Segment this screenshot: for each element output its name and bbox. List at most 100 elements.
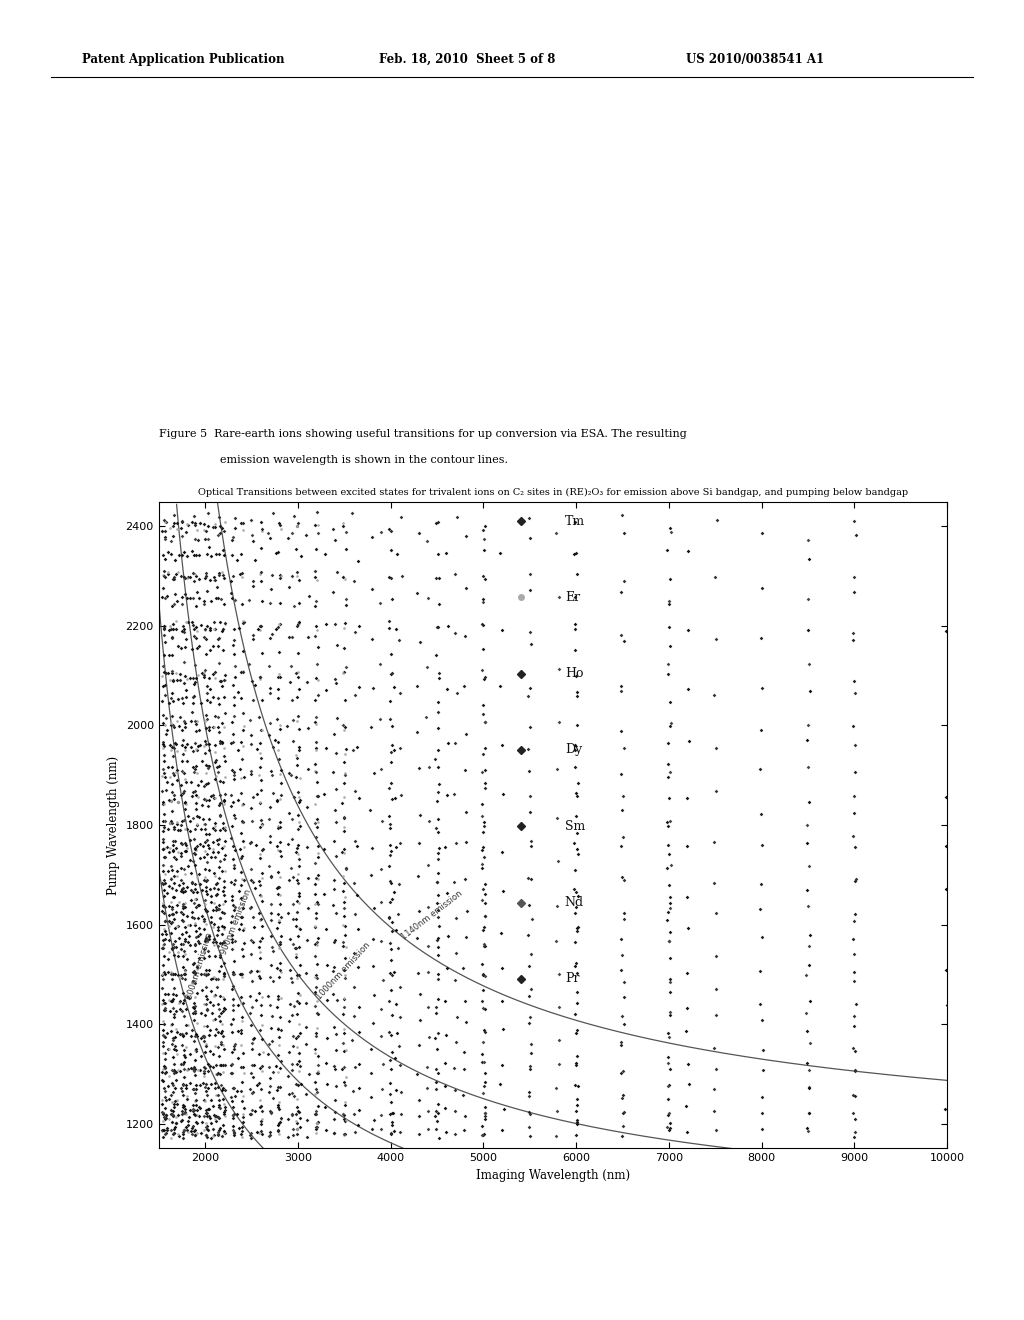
Point bbox=[168, 762, 184, 783]
Point bbox=[162, 1001, 178, 1022]
Point bbox=[285, 894, 301, 915]
Point bbox=[253, 1113, 269, 1134]
Point bbox=[157, 873, 173, 894]
Point bbox=[223, 978, 240, 999]
Point bbox=[254, 689, 270, 710]
Point bbox=[261, 832, 278, 853]
Point bbox=[569, 714, 586, 735]
Point bbox=[203, 886, 219, 907]
Point bbox=[291, 883, 307, 904]
Point bbox=[234, 1043, 251, 1064]
Point bbox=[474, 762, 490, 783]
Point bbox=[437, 990, 454, 1011]
Point bbox=[233, 810, 250, 832]
Point bbox=[262, 1076, 279, 1097]
Point bbox=[262, 593, 279, 614]
Point bbox=[207, 668, 223, 689]
Point bbox=[291, 737, 307, 758]
Point bbox=[242, 961, 258, 982]
Point bbox=[164, 800, 180, 821]
Point bbox=[263, 1101, 280, 1122]
Point bbox=[197, 1031, 213, 1052]
Point bbox=[180, 1114, 197, 1135]
Point bbox=[800, 714, 816, 735]
Point bbox=[158, 1122, 174, 1143]
Point bbox=[410, 866, 426, 887]
Point bbox=[210, 795, 226, 816]
Point bbox=[215, 791, 231, 812]
Point bbox=[178, 1074, 195, 1096]
Point bbox=[173, 870, 189, 891]
Point bbox=[168, 663, 184, 684]
Point bbox=[350, 1053, 367, 1074]
Point bbox=[187, 874, 204, 895]
Point bbox=[243, 763, 259, 784]
Point bbox=[430, 968, 446, 989]
Point bbox=[191, 719, 208, 741]
Point bbox=[938, 879, 954, 900]
Point bbox=[245, 576, 261, 597]
Point bbox=[226, 950, 243, 972]
Point bbox=[197, 1015, 213, 1036]
Point bbox=[350, 550, 367, 572]
Point bbox=[174, 730, 190, 751]
Point bbox=[234, 1090, 251, 1111]
Point bbox=[157, 896, 173, 917]
Point bbox=[199, 929, 215, 950]
Point bbox=[477, 772, 494, 793]
Point bbox=[615, 908, 632, 929]
Point bbox=[207, 768, 223, 789]
Point bbox=[252, 968, 268, 989]
Point bbox=[164, 644, 180, 665]
Point bbox=[182, 1043, 199, 1064]
Point bbox=[233, 862, 250, 883]
Point bbox=[336, 772, 352, 793]
Point bbox=[196, 661, 212, 682]
Point bbox=[291, 937, 307, 958]
Point bbox=[307, 867, 324, 888]
Point bbox=[232, 887, 249, 908]
Point bbox=[270, 1076, 287, 1097]
Point bbox=[209, 1123, 225, 1144]
Point bbox=[175, 1053, 191, 1074]
Point bbox=[225, 618, 242, 639]
Point bbox=[224, 731, 241, 752]
Point bbox=[225, 791, 242, 812]
Point bbox=[336, 842, 352, 863]
Point bbox=[201, 824, 217, 845]
Point bbox=[251, 1043, 267, 1064]
Point bbox=[306, 793, 323, 814]
Point bbox=[430, 964, 446, 985]
Point bbox=[203, 1089, 219, 1110]
Point bbox=[197, 742, 213, 763]
Point bbox=[205, 931, 221, 952]
Point bbox=[230, 1020, 247, 1041]
Point bbox=[187, 566, 204, 587]
Point bbox=[201, 668, 217, 689]
Point bbox=[291, 1101, 307, 1122]
Point bbox=[169, 741, 185, 762]
Point bbox=[166, 764, 182, 785]
Point bbox=[496, 1098, 512, 1119]
Point bbox=[233, 1006, 250, 1027]
Point bbox=[269, 678, 286, 700]
Point bbox=[566, 618, 583, 639]
Point bbox=[201, 960, 217, 981]
Point bbox=[170, 562, 186, 583]
Point bbox=[382, 1049, 398, 1071]
Point bbox=[196, 846, 212, 867]
Point bbox=[308, 667, 325, 688]
Point bbox=[412, 832, 428, 853]
Point bbox=[615, 1102, 632, 1123]
Point bbox=[156, 751, 172, 772]
Point bbox=[164, 1092, 180, 1113]
Point bbox=[845, 928, 861, 949]
Point bbox=[161, 842, 177, 863]
Point bbox=[474, 1125, 490, 1146]
Point bbox=[373, 858, 389, 879]
Point bbox=[429, 907, 445, 928]
Point bbox=[335, 1032, 351, 1053]
Point bbox=[290, 1026, 306, 1047]
Point bbox=[210, 1122, 226, 1143]
Point bbox=[225, 999, 242, 1020]
